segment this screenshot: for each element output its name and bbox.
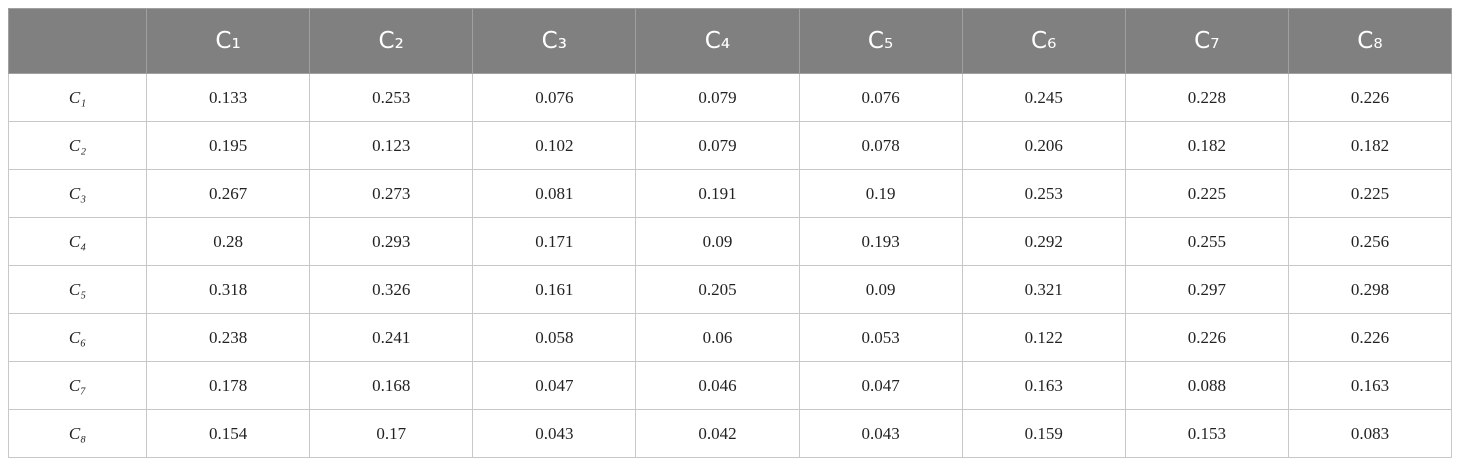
cell: 0.267 <box>145 169 311 218</box>
table-row: C₅ 0.318 0.326 0.161 0.205 0.09 0.321 0.297 0.29… <box>8 265 1453 314</box>
data-table: C₁ C₂ C₃ C₄ C₅ C₆ C₇ C₈ C₁ 0.133 0.253 0.076 0.079 0… <box>8 8 1453 458</box>
cell: 0.182 <box>1124 121 1289 170</box>
cell: 0.226 <box>1287 73 1453 122</box>
row-label: C₃ <box>8 169 147 218</box>
column-header: C₆ <box>961 8 1126 74</box>
cell: 0.047 <box>798 361 963 410</box>
cell: 0.195 <box>145 121 311 170</box>
cell: 0.245 <box>961 73 1126 122</box>
cell: 0.09 <box>798 265 963 314</box>
cell: 0.228 <box>1124 73 1289 122</box>
cell: 0.256 <box>1287 217 1453 266</box>
cell: 0.225 <box>1124 169 1289 218</box>
column-header: C₈ <box>1287 8 1453 74</box>
cell: 0.28 <box>145 217 311 266</box>
cell: 0.19 <box>798 169 963 218</box>
cell: 0.205 <box>635 265 800 314</box>
cell: 0.161 <box>472 265 637 314</box>
cell: 0.163 <box>961 361 1126 410</box>
cell: 0.102 <box>472 121 637 170</box>
cell: 0.042 <box>635 409 800 458</box>
column-header: C₃ <box>472 8 637 74</box>
table-body: C₁ 0.133 0.253 0.076 0.079 0.076 0.245 0.228 0.2… <box>8 73 1453 458</box>
header-row: C₁ C₂ C₃ C₄ C₅ C₆ C₇ C₈ <box>8 8 1453 74</box>
corner-cell <box>8 8 147 74</box>
row-label: C₈ <box>8 409 147 458</box>
table-row: C₇ 0.178 0.168 0.047 0.046 0.047 0.163 0.088 0.1… <box>8 361 1453 410</box>
cell: 0.226 <box>1287 313 1453 362</box>
cell: 0.047 <box>472 361 637 410</box>
table-row: C₃ 0.267 0.273 0.081 0.191 0.19 0.253 0.225 0.22… <box>8 169 1453 218</box>
row-label: C₅ <box>8 265 147 314</box>
table-row: C₆ 0.238 0.241 0.058 0.06 0.053 0.122 0.226 0.22… <box>8 313 1453 362</box>
cell: 0.193 <box>798 217 963 266</box>
cell: 0.191 <box>635 169 800 218</box>
table-row: C₈ 0.154 0.17 0.043 0.042 0.043 0.159 0.153 0.08… <box>8 409 1453 458</box>
cell: 0.079 <box>635 121 800 170</box>
row-label: C₄ <box>8 217 147 266</box>
cell: 0.076 <box>472 73 637 122</box>
cell: 0.159 <box>961 409 1126 458</box>
cell: 0.122 <box>961 313 1126 362</box>
table-row: C₄ 0.28 0.293 0.171 0.09 0.193 0.292 0.255 0.256 <box>8 217 1453 266</box>
cell: 0.226 <box>1124 313 1289 362</box>
cell: 0.182 <box>1287 121 1453 170</box>
cell: 0.178 <box>145 361 311 410</box>
column-header: C₇ <box>1124 8 1289 74</box>
cell: 0.083 <box>1287 409 1453 458</box>
cell: 0.076 <box>798 73 963 122</box>
cell: 0.06 <box>635 313 800 362</box>
cell: 0.133 <box>145 73 311 122</box>
cell: 0.225 <box>1287 169 1453 218</box>
row-label: C₇ <box>8 361 147 410</box>
cell: 0.253 <box>309 73 474 122</box>
cell: 0.171 <box>472 217 637 266</box>
column-header: C₄ <box>635 8 800 74</box>
cell: 0.079 <box>635 73 800 122</box>
row-label: C₁ <box>8 73 147 122</box>
cell: 0.078 <box>798 121 963 170</box>
table-row: C₁ 0.133 0.253 0.076 0.079 0.076 0.245 0.228 0.2… <box>8 73 1453 122</box>
cell: 0.168 <box>309 361 474 410</box>
cell: 0.046 <box>635 361 800 410</box>
cell: 0.297 <box>1124 265 1289 314</box>
row-label: C₂ <box>8 121 147 170</box>
cell: 0.154 <box>145 409 311 458</box>
column-header: C₁ <box>145 8 311 74</box>
row-label: C₆ <box>8 313 147 362</box>
cell: 0.255 <box>1124 217 1289 266</box>
cell: 0.123 <box>309 121 474 170</box>
cell: 0.318 <box>145 265 311 314</box>
cell: 0.163 <box>1287 361 1453 410</box>
column-header: C₂ <box>309 8 474 74</box>
cell: 0.17 <box>309 409 474 458</box>
cell: 0.153 <box>1124 409 1289 458</box>
cell: 0.206 <box>961 121 1126 170</box>
cell: 0.09 <box>635 217 800 266</box>
table-row: C₂ 0.195 0.123 0.102 0.079 0.078 0.206 0.182 0.1… <box>8 121 1453 170</box>
cell: 0.043 <box>798 409 963 458</box>
cell: 0.043 <box>472 409 637 458</box>
cell: 0.058 <box>472 313 637 362</box>
cell: 0.321 <box>961 265 1126 314</box>
cell: 0.241 <box>309 313 474 362</box>
cell: 0.292 <box>961 217 1126 266</box>
cell: 0.053 <box>798 313 963 362</box>
cell: 0.293 <box>309 217 474 266</box>
cell: 0.253 <box>961 169 1126 218</box>
table-header: C₁ C₂ C₃ C₄ C₅ C₆ C₇ C₈ <box>8 8 1453 74</box>
cell: 0.326 <box>309 265 474 314</box>
cell: 0.298 <box>1287 265 1453 314</box>
cell: 0.238 <box>145 313 311 362</box>
column-header: C₅ <box>798 8 963 74</box>
cell: 0.081 <box>472 169 637 218</box>
cell: 0.088 <box>1124 361 1289 410</box>
cell: 0.273 <box>309 169 474 218</box>
